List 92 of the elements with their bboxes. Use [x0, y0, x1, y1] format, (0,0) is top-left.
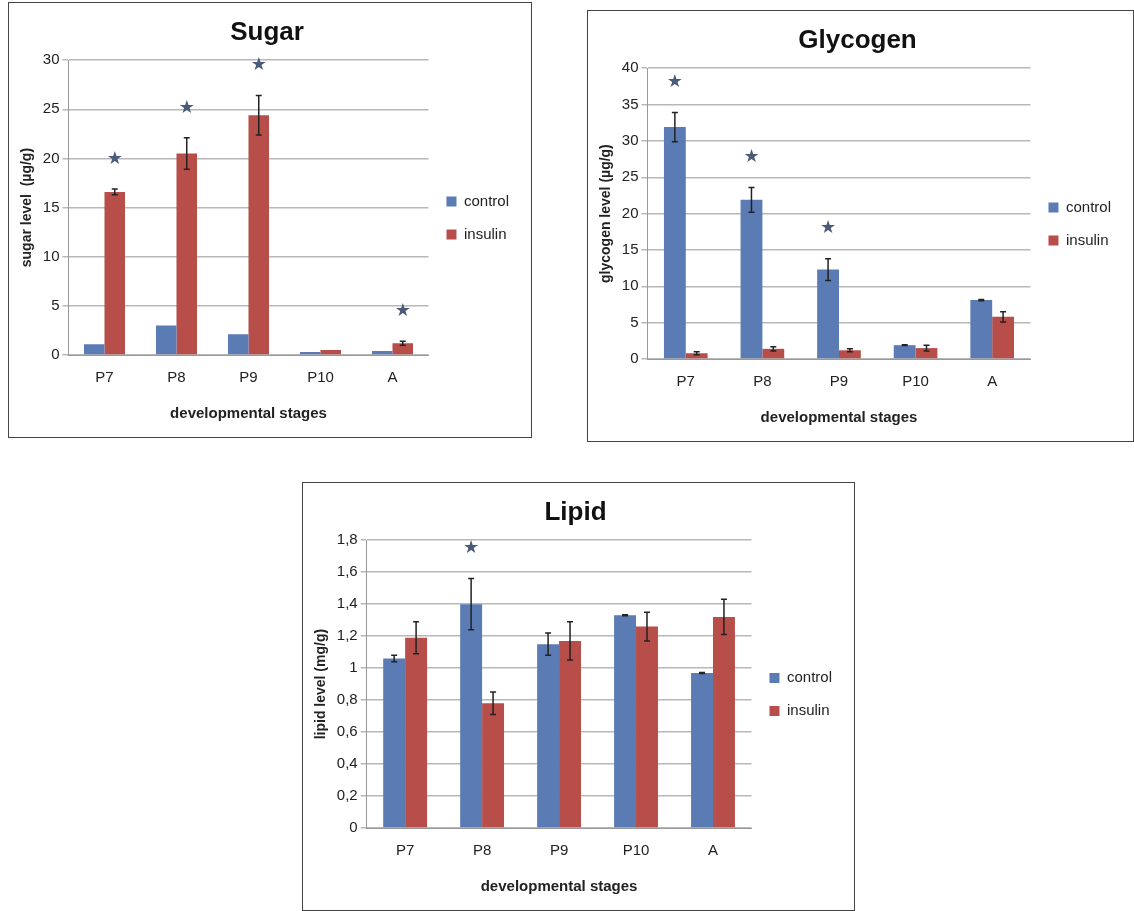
y-tick-label: 0	[51, 345, 60, 363]
annotation: ★	[666, 70, 683, 92]
x-tick-label: P10	[307, 368, 334, 386]
bar	[636, 626, 658, 828]
x-tick-label: A	[707, 841, 718, 859]
legend-label: insulin	[786, 701, 830, 719]
y-tick-label: 30	[621, 131, 639, 149]
annotation: ★	[250, 53, 267, 75]
x-axis-title: developmental stages	[170, 404, 327, 422]
y-tick-label: 10	[42, 246, 60, 264]
bar	[482, 703, 505, 828]
x-tick-label: P10	[902, 372, 929, 390]
bar	[83, 344, 105, 355]
bar	[155, 325, 177, 355]
x-tick-label: P9	[549, 841, 569, 859]
x-tick-label: A	[387, 368, 398, 386]
bar	[740, 199, 763, 359]
bar	[762, 348, 785, 359]
bar	[970, 300, 993, 359]
y-tick-label: 1	[349, 658, 358, 676]
y-tick-label: 1,6	[336, 562, 358, 580]
legend-label: insulin	[1065, 230, 1109, 248]
legend-label: insulin	[463, 224, 507, 242]
y-tick-label: 0	[349, 818, 358, 836]
bar	[227, 334, 249, 355]
y-tick-label: 15	[42, 197, 60, 215]
x-tick-label: P9	[829, 372, 849, 390]
y-tick-label: 20	[621, 203, 639, 221]
y-tick-label: 30	[42, 50, 60, 68]
y-tick-label: 25	[42, 99, 60, 117]
x-tick-label: A	[987, 372, 998, 390]
bar	[685, 353, 708, 359]
x-tick-label: P7	[676, 372, 695, 390]
bar	[614, 615, 637, 828]
y-tick-label: 1,4	[336, 594, 358, 612]
annotation: ★	[178, 95, 195, 117]
x-tick-label: P7	[95, 368, 114, 386]
y-tick-label: 0,2	[336, 786, 358, 804]
bar	[817, 269, 839, 359]
x-tick-label: P8	[167, 368, 186, 386]
annotation: ★	[106, 146, 123, 168]
y-axis-title: glycogen level (µg/g)	[597, 144, 614, 283]
annotation: ★	[820, 216, 837, 238]
bar	[104, 191, 125, 355]
x-tick-label: P10	[622, 841, 650, 859]
y-tick-label: 5	[630, 312, 639, 330]
bar	[371, 351, 393, 355]
y-tick-label: 0,4	[336, 754, 358, 772]
y-tick-label: 25	[621, 167, 639, 185]
bar	[559, 640, 581, 828]
legend-label: control	[786, 668, 833, 686]
legend-label: control	[1065, 197, 1112, 215]
annotation: ★	[394, 298, 411, 320]
y-tick-label: 0	[630, 349, 639, 367]
y-tick-label: 20	[42, 148, 60, 166]
x-axis-title: developmental stages	[480, 877, 638, 895]
bar	[320, 350, 341, 355]
y-axis-title: sugar level (µg/g)	[18, 147, 35, 268]
y-tick-label: 5	[51, 296, 60, 314]
legend-label: control	[463, 191, 510, 209]
y-tick-label: 1,8	[336, 530, 358, 548]
bar	[537, 644, 560, 828]
chart-title: Sugar	[230, 15, 304, 46]
bar	[176, 153, 197, 355]
chart-title: Lipid	[544, 495, 607, 526]
bar	[460, 604, 483, 828]
bar	[691, 672, 713, 828]
bar	[392, 343, 413, 355]
chart-title: Glycogen	[798, 23, 917, 54]
x-tick-label: P9	[239, 368, 258, 386]
y-tick-label: 0,6	[336, 722, 358, 740]
bar	[893, 345, 916, 359]
x-axis-title: developmental stages	[760, 408, 918, 426]
bar	[663, 127, 686, 359]
bar	[992, 316, 1015, 359]
y-tick-label: 1,2	[336, 626, 358, 644]
y-tick-label: 10	[621, 276, 639, 294]
x-tick-label: P8	[472, 841, 492, 859]
annotation: ★	[743, 145, 760, 167]
y-tick-label: 15	[621, 240, 639, 258]
y-tick-label: 0,8	[336, 690, 358, 708]
x-tick-label: P8	[753, 372, 772, 390]
bar	[383, 658, 406, 828]
bar	[838, 350, 861, 359]
bar	[405, 637, 428, 828]
y-tick-label: 40	[621, 58, 639, 76]
bar	[713, 616, 735, 828]
annotation: ★	[463, 536, 480, 558]
y-tick-label: 35	[621, 94, 639, 112]
y-axis-title: lipid level (mg/g)	[312, 628, 329, 740]
x-tick-label: P7	[395, 841, 415, 859]
bar	[248, 115, 269, 355]
